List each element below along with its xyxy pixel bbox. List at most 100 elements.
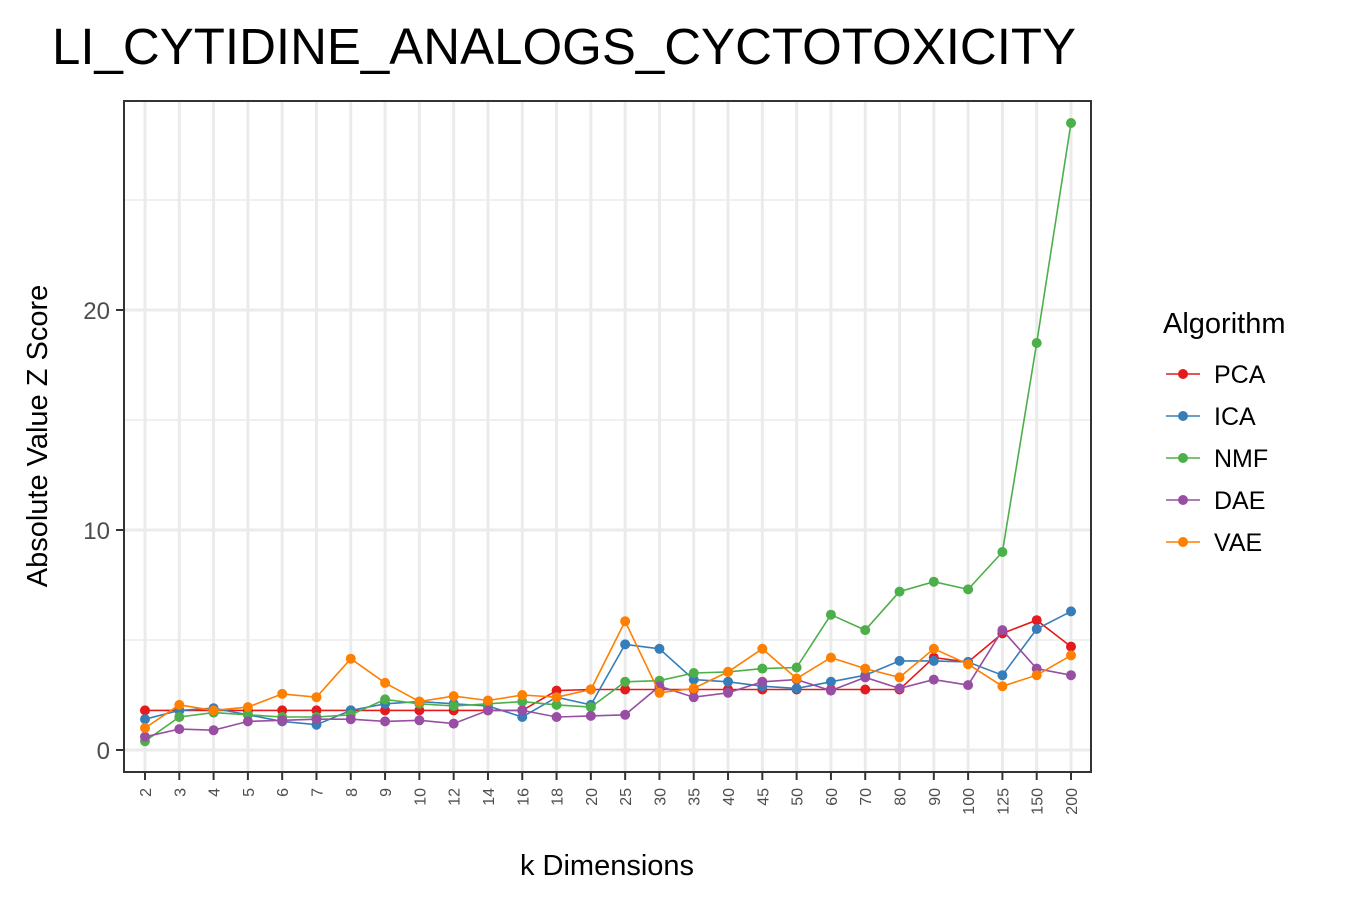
legend-label: VAE [1214, 529, 1262, 557]
data-point-dae [860, 672, 871, 683]
data-point-vae [414, 696, 425, 707]
x-tick-label: 30 [652, 788, 669, 806]
data-point-vae [242, 702, 253, 713]
data-point-nmf [551, 699, 562, 710]
legend-item-pca: PCA [1166, 361, 1266, 389]
data-point-vae [825, 652, 836, 663]
data-point-dae [174, 724, 185, 735]
data-point-dae [482, 705, 493, 716]
data-point-nmf [963, 584, 974, 595]
data-point-dae [345, 714, 356, 725]
data-point-dae [894, 683, 905, 694]
series-line-ica [144, 610, 1072, 726]
y-tick-label: 10 [83, 518, 110, 545]
data-point-ica [1066, 606, 1076, 617]
x-axis: 2 3 4 5 6 7 8 9 10 12 14 16 18 20 25 30 35 40 45 50 60 70 80 90… [138, 772, 1081, 815]
data-point-ica [791, 683, 802, 694]
data-point-ica [654, 643, 665, 654]
data-point-vae [551, 692, 562, 703]
data-point-vae [311, 692, 322, 703]
y-axis-label: Absolute Value Z Score [22, 285, 54, 588]
data-point-vae [963, 659, 974, 670]
data-point-ica [894, 655, 905, 666]
data-point-nmf [757, 663, 768, 674]
x-tick-label: 7 [309, 788, 326, 797]
series-line-nmf [144, 122, 1072, 742]
x-tick-label: 40 [721, 788, 738, 806]
legend-item-nmf: NMF [1166, 445, 1268, 473]
data-point-dae [311, 714, 322, 725]
x-tick-label: 18 [550, 788, 567, 806]
y-tick-label: 20 [83, 298, 110, 325]
x-tick-label: 12 [447, 788, 464, 806]
x-tick-label: 3 [172, 788, 189, 797]
data-point-dae [688, 692, 699, 703]
data-point-vae [723, 666, 734, 677]
legend-item-ica: ICA [1166, 403, 1256, 431]
legend-key-point [1178, 537, 1188, 547]
series-layer [140, 118, 1076, 747]
x-tick-label: 50 [790, 788, 807, 806]
data-point-vae [517, 690, 528, 700]
data-point-dae [963, 680, 974, 691]
data-point-pca [620, 684, 631, 695]
data-point-vae [174, 699, 185, 710]
data-point-dae [997, 625, 1008, 636]
x-tick-label: 45 [755, 788, 772, 806]
data-point-vae [757, 643, 768, 654]
legend-key-point [1178, 411, 1188, 421]
x-tick-label: 20 [584, 788, 601, 806]
data-point-dae [723, 687, 734, 698]
data-point-dae [585, 710, 596, 721]
data-point-nmf [1031, 338, 1042, 348]
data-point-nmf [860, 625, 871, 636]
x-tick-label: 5 [241, 788, 258, 797]
legend-key-point [1178, 453, 1188, 463]
grid-minor [124, 199, 1091, 641]
legend-label: ICA [1214, 403, 1256, 431]
legend-label: DAE [1214, 487, 1265, 515]
legend-label: PCA [1214, 361, 1266, 389]
x-tick-label: 25 [618, 788, 635, 806]
x-tick-label: 2 [138, 788, 155, 797]
x-tick-label: 70 [858, 788, 875, 806]
data-point-nmf [585, 702, 596, 713]
data-point-vae [654, 687, 665, 698]
x-axis-label: k Dimensions [520, 850, 694, 882]
data-point-vae [380, 677, 391, 688]
data-point-nmf [928, 576, 939, 587]
data-point-dae [757, 676, 768, 687]
legend: Algorithm PCA ICA NMF DAE VAE [1163, 308, 1286, 557]
data-point-dae [620, 709, 631, 720]
data-point-pca [1031, 615, 1042, 626]
x-tick-label: 9 [378, 788, 395, 797]
x-tick-label: 200 [1064, 788, 1081, 815]
data-point-ica [1031, 624, 1042, 634]
data-point-dae [140, 731, 150, 742]
data-point-vae [1031, 670, 1042, 681]
data-point-pca [860, 684, 871, 695]
data-point-vae [620, 616, 631, 627]
data-point-dae [517, 705, 528, 716]
data-point-vae [208, 705, 219, 716]
data-point-dae [277, 715, 288, 726]
data-point-dae [551, 712, 562, 722]
x-tick-label: 100 [961, 788, 978, 815]
chart-title: LI_CYTIDINE_ANALOGS_CYCTOTOXICITY [52, 18, 1076, 75]
data-point-nmf [997, 547, 1008, 557]
x-tick-label: 80 [893, 788, 910, 806]
legend-title: Algorithm [1163, 308, 1286, 340]
data-point-dae [208, 725, 219, 736]
data-point-ica [928, 655, 939, 666]
data-point-nmf [174, 712, 185, 722]
x-tick-label: 35 [687, 788, 704, 806]
data-point-ica [825, 676, 836, 687]
legend-key-point [1178, 369, 1188, 379]
data-point-vae [140, 723, 150, 733]
x-tick-label: 150 [1030, 788, 1047, 815]
data-point-vae [277, 688, 288, 699]
data-point-vae [345, 653, 356, 664]
data-point-nmf [791, 662, 802, 673]
